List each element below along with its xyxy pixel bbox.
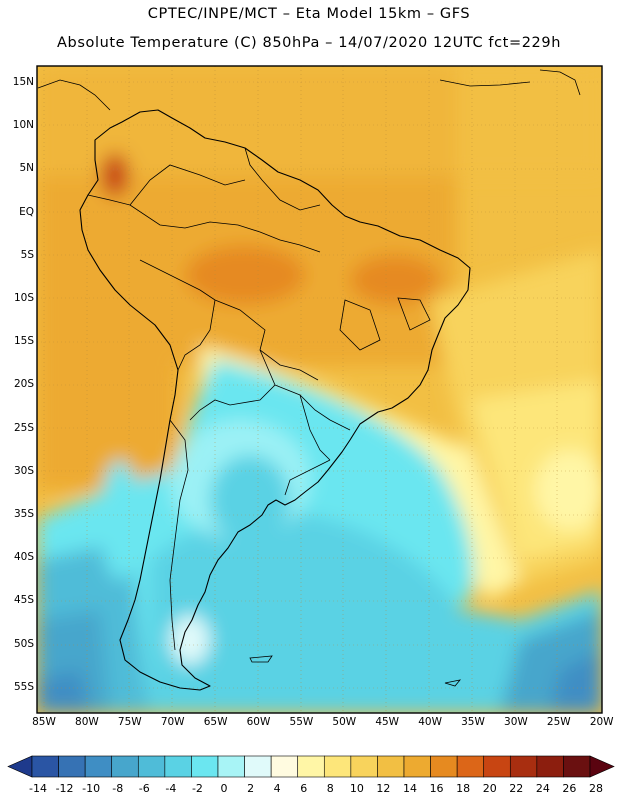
- colorbar-tick-label: 10: [349, 782, 364, 795]
- colorbar-tick-label: 14: [403, 782, 417, 795]
- lon-tick-label: 25W: [546, 716, 571, 728]
- lat-tick-label: 55S: [13, 680, 34, 693]
- colorbar-swatch: [58, 755, 86, 778]
- colorbar-swatch: [483, 755, 511, 778]
- lat-tick-label: 20S: [13, 378, 34, 391]
- colorbar-swatch: [84, 755, 113, 778]
- lat-tick-label: 15N: [12, 76, 34, 88]
- colorbar-tick-label: 8: [326, 782, 334, 795]
- colorbar-tick-label: 0: [220, 782, 228, 795]
- lon-tick-label: 20W: [589, 716, 614, 728]
- lon-tick-label: 40W: [418, 716, 442, 728]
- colorbar-swatch: [377, 755, 405, 778]
- colorbar: [7, 755, 615, 778]
- lat-tick-label: 5S: [20, 248, 34, 261]
- map-frame: [36, 65, 603, 714]
- colorbar-tick-label: -12: [55, 782, 74, 795]
- lon-tick-label: 75W: [117, 716, 142, 728]
- colorbar-low-arrow: [7, 755, 33, 778]
- country-borders: [87, 147, 431, 651]
- colorbar-swatch: [456, 755, 485, 778]
- colorbar-swatch: [509, 755, 538, 778]
- lat-tick-label: 25S: [13, 421, 34, 434]
- colorbar-swatch: [111, 755, 139, 778]
- colorbar-tick-label: -10: [82, 782, 101, 795]
- colorbar-swatch: [137, 755, 166, 778]
- lon-tick-label: 45W: [375, 716, 400, 728]
- lon-tick-label: 65W: [203, 716, 228, 728]
- colorbar-swatch: [430, 755, 458, 778]
- south-america-coastline: [79, 109, 471, 691]
- colorbar-swatch: [164, 755, 192, 778]
- colorbar-swatch: [297, 755, 325, 778]
- lat-tick-label: 10S: [13, 292, 34, 304]
- colorbar-tick-label: 12: [376, 782, 391, 795]
- colorbar-swatch: [536, 755, 564, 778]
- field-pacific-warm: [37, 330, 177, 490]
- lat-tick-label: 5N: [19, 162, 34, 175]
- map-subtitle: Absolute Temperature (C) 850hPa – 14/07/…: [57, 35, 561, 51]
- colorbar-swatch: [31, 755, 59, 778]
- colorbar-tick-label: 4: [273, 782, 281, 795]
- colorbar-tick-label: 2: [247, 782, 255, 795]
- colorbar-tick-label: 22: [509, 782, 524, 795]
- lon-tick-label: 55W: [289, 716, 314, 728]
- lon-tick-label: 80W: [75, 716, 99, 728]
- temperature-field: [37, 66, 602, 713]
- colorbar-tick-label: 26: [562, 782, 577, 795]
- colorbar-tick-label: -4: [165, 782, 177, 795]
- lon-tick-label: 70W: [160, 716, 185, 728]
- colorbar-swatch: [217, 755, 245, 778]
- colorbar-swatch: [350, 755, 378, 778]
- colorbar-swatch: [323, 755, 352, 778]
- field-andes-hot: [101, 153, 129, 197]
- colorbar-high-arrow: [589, 755, 615, 778]
- lat-tick-label: 45S: [13, 594, 34, 607]
- colorbar-swatch: [244, 755, 272, 778]
- lat-tick-label: 30S: [13, 464, 34, 477]
- colorbar-tick-label: -6: [138, 782, 150, 795]
- lat-tick-label: 40S: [13, 551, 34, 564]
- lon-tick-label: 35W: [461, 716, 485, 728]
- map-title: CPTEC/INPE/MCT – Eta Model 15km – GFS: [147, 6, 471, 22]
- colorbar-tick-label: 6: [300, 782, 308, 795]
- lon-tick-label: 50W: [332, 716, 357, 728]
- lat-tick-label: 10N: [12, 119, 34, 132]
- lat-tick-label: 50S: [13, 637, 34, 650]
- lat-tick-label: 35S: [13, 508, 34, 520]
- colorbar-tick-label: 16: [429, 782, 444, 795]
- colorbar-swatch: [191, 755, 219, 778]
- colorbar-swatch: [563, 755, 591, 778]
- colorbar-tick-label: -8: [112, 782, 124, 795]
- lon-tick-label: 85W: [32, 716, 56, 728]
- colorbar-tick-label: 20: [482, 782, 497, 795]
- colorbar-tick-label: -2: [191, 782, 203, 795]
- colorbar-tick-label: 18: [456, 782, 471, 795]
- lat-tick-label: 15S: [13, 335, 34, 348]
- caribbean-islands: [37, 69, 581, 687]
- colorbar-swatch: [270, 755, 299, 778]
- lon-tick-label: 60W: [246, 716, 271, 728]
- colorbar-tick-label: 24: [535, 782, 550, 795]
- colorbar-tick-label: 28: [589, 782, 603, 795]
- lon-tick-label: 30W: [504, 716, 528, 728]
- colorbar-tick-label: -14: [29, 782, 47, 795]
- colorbar-swatch: [403, 755, 431, 778]
- lat-tick-label: EQ: [19, 205, 34, 218]
